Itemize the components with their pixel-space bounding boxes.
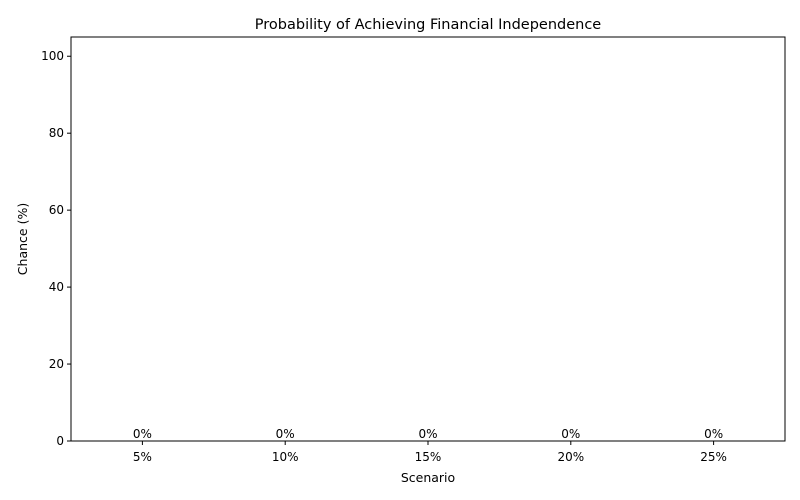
x-tick-label: 10% bbox=[272, 450, 299, 464]
x-axis-label: Scenario bbox=[401, 470, 455, 485]
y-tick-label: 40 bbox=[49, 280, 64, 294]
data-label: 0% bbox=[133, 427, 152, 441]
y-tick-label: 0 bbox=[56, 434, 64, 448]
plot-frame bbox=[70, 36, 786, 442]
data-label: 0% bbox=[704, 427, 723, 441]
x-tick-label: 25% bbox=[700, 450, 727, 464]
x-tick-label: 15% bbox=[415, 450, 442, 464]
x-tick-label: 5% bbox=[133, 450, 152, 464]
x-tick-label: 20% bbox=[557, 450, 584, 464]
data-label: 0% bbox=[276, 427, 295, 441]
data-label: 0% bbox=[561, 427, 580, 441]
y-tick-label: 60 bbox=[49, 203, 64, 217]
y-tick-label: 20 bbox=[49, 357, 64, 371]
data-label: 0% bbox=[418, 427, 437, 441]
chart-title: Probability of Achieving Financial Indep… bbox=[255, 17, 602, 33]
y-axis-label: Chance (%) bbox=[15, 203, 30, 275]
y-tick-label: 80 bbox=[49, 126, 64, 140]
y-tick-label: 100 bbox=[41, 49, 64, 63]
